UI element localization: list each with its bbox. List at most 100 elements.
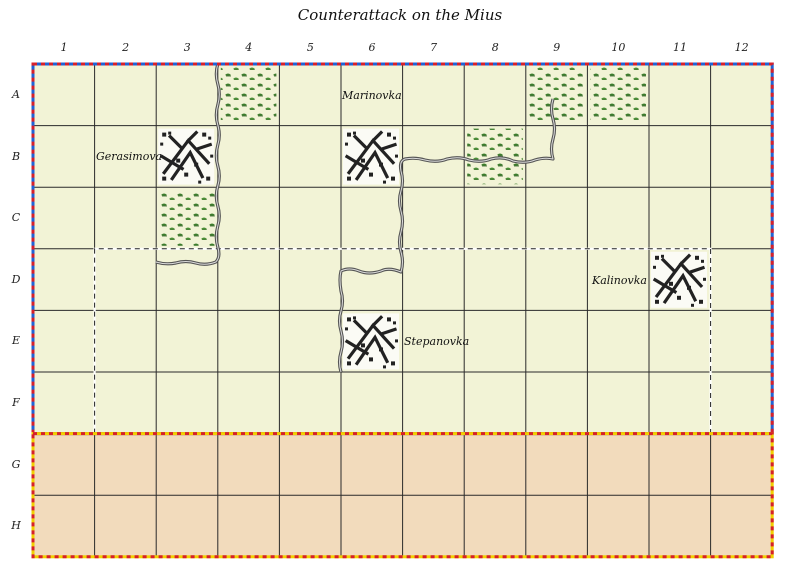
map-cell-G8[interactable]: [464, 433, 526, 496]
map-cell-A3[interactable]: [156, 64, 218, 126]
map-cell-F4[interactable]: [217, 372, 280, 434]
map-cell-F10[interactable]: [587, 372, 649, 434]
map-cell-G2[interactable]: [94, 433, 157, 496]
map-cell-E9[interactable]: [525, 310, 588, 372]
row-label: B: [11, 149, 21, 163]
map-cell-A1[interactable]: [33, 64, 95, 126]
town-E6: [341, 311, 401, 371]
map-cell-G5[interactable]: [279, 433, 341, 496]
map-cell-D6[interactable]: [341, 248, 403, 311]
map-cell-G4[interactable]: [217, 433, 280, 496]
map-cell-E10[interactable]: [587, 310, 649, 372]
map-cell-D3[interactable]: [156, 248, 218, 311]
map-cell-C4[interactable]: [217, 187, 280, 249]
map-cell-H10[interactable]: [587, 495, 649, 557]
map-cell-F11[interactable]: [649, 372, 711, 434]
map-cell-C1[interactable]: [33, 187, 95, 249]
map-cell-H2[interactable]: [94, 495, 157, 557]
deployment-boundary: [93, 247, 712, 434]
map-cell-F6[interactable]: [341, 372, 403, 434]
column-label: 4: [245, 41, 253, 54]
map-cell-G6[interactable]: [341, 433, 403, 496]
map-cell-C10[interactable]: [587, 187, 649, 249]
map-cell-B9[interactable]: [525, 125, 588, 188]
river-lines: [155, 63, 557, 373]
map-cell-C2[interactable]: [94, 187, 157, 249]
map-cell-B2[interactable]: [94, 125, 157, 188]
map-cell-H4[interactable]: [217, 495, 280, 557]
map-cell-C7[interactable]: [402, 187, 465, 249]
map-cell-H11[interactable]: [649, 495, 711, 557]
map-cell-A11[interactable]: [649, 64, 711, 126]
map-cell-G9[interactable]: [525, 433, 588, 496]
map-cell-A12[interactable]: [710, 64, 773, 126]
map-cell-A5[interactable]: [279, 64, 341, 126]
map-cell-F3[interactable]: [156, 372, 218, 434]
map-cell-F5[interactable]: [279, 372, 341, 434]
map-cell-F8[interactable]: [464, 372, 526, 434]
map-cell-G3[interactable]: [156, 433, 218, 496]
map-cell-G7[interactable]: [402, 433, 465, 496]
map-cell-D8[interactable]: [464, 248, 526, 311]
map-cell-H1[interactable]: [33, 495, 95, 557]
column-label: 5: [306, 41, 314, 54]
map-cell-E12[interactable]: [710, 310, 773, 372]
terrain-features: [156, 67, 709, 371]
map-cell-B4[interactable]: [217, 125, 280, 188]
map-cell-D5[interactable]: [279, 248, 341, 311]
map-cell-C6[interactable]: [341, 187, 403, 249]
map-cell-G10[interactable]: [587, 433, 649, 496]
map-cell-C9[interactable]: [525, 187, 588, 249]
map-cell-A6[interactable]: [341, 64, 403, 126]
map-cell-H3[interactable]: [156, 495, 218, 557]
map-cell-C12[interactable]: [710, 187, 773, 249]
map-cell-H6[interactable]: [341, 495, 403, 557]
map-cell-A2[interactable]: [94, 64, 157, 126]
map-cell-B5[interactable]: [279, 125, 341, 188]
deployment-line: [94, 248, 712, 434]
map-cell-E11[interactable]: [649, 310, 711, 372]
river-west-core: [155, 63, 220, 265]
map-cell-B11[interactable]: [649, 125, 711, 188]
map-cell-B1[interactable]: [33, 125, 95, 188]
map-cell-D1[interactable]: [33, 248, 95, 311]
map-cell-D9[interactable]: [525, 248, 588, 311]
map-cell-E4[interactable]: [217, 310, 280, 372]
map-cell-D4[interactable]: [217, 248, 280, 311]
map-cell-H12[interactable]: [710, 495, 773, 557]
map-cell-E5[interactable]: [279, 310, 341, 372]
map-cell-E3[interactable]: [156, 310, 218, 372]
map-cell-C8[interactable]: [464, 187, 526, 249]
map-cell-F9[interactable]: [525, 372, 588, 434]
place-label-gerasimova: Gerasimova: [96, 150, 162, 163]
map-cell-H8[interactable]: [464, 495, 526, 557]
map-cell-A8[interactable]: [464, 64, 526, 126]
map-cell-B12[interactable]: [710, 125, 773, 188]
map-cell-F12[interactable]: [710, 372, 773, 434]
map-cell-D2[interactable]: [94, 248, 157, 311]
map-cell-D10[interactable]: [587, 248, 649, 311]
map-cell-E8[interactable]: [464, 310, 526, 372]
map-cell-G11[interactable]: [649, 433, 711, 496]
map-cell-G1[interactable]: [33, 433, 95, 496]
map-cell-F1[interactable]: [33, 372, 95, 434]
map-cell-H9[interactable]: [525, 495, 588, 557]
map-cell-H5[interactable]: [279, 495, 341, 557]
map-cell-D7[interactable]: [402, 248, 465, 311]
map-cell-B10[interactable]: [587, 125, 649, 188]
map-cell-E2[interactable]: [94, 310, 157, 372]
map-cell-D12[interactable]: [710, 248, 773, 311]
map-cell-G12[interactable]: [710, 433, 773, 496]
map-cell-F7[interactable]: [402, 372, 465, 434]
column-label: 11: [673, 41, 687, 54]
map-cell-F2[interactable]: [94, 372, 157, 434]
map-cell-C5[interactable]: [279, 187, 341, 249]
column-label: 7: [430, 41, 438, 54]
map-cell-E1[interactable]: [33, 310, 95, 372]
map-cell-A7[interactable]: [402, 64, 465, 126]
map-cell-H7[interactable]: [402, 495, 465, 557]
map-cell-C11[interactable]: [649, 187, 711, 249]
map-cell-E7[interactable]: [402, 310, 465, 372]
map-borders: [31, 62, 774, 559]
place-label-kalinovka: Kalinovka: [591, 274, 647, 287]
